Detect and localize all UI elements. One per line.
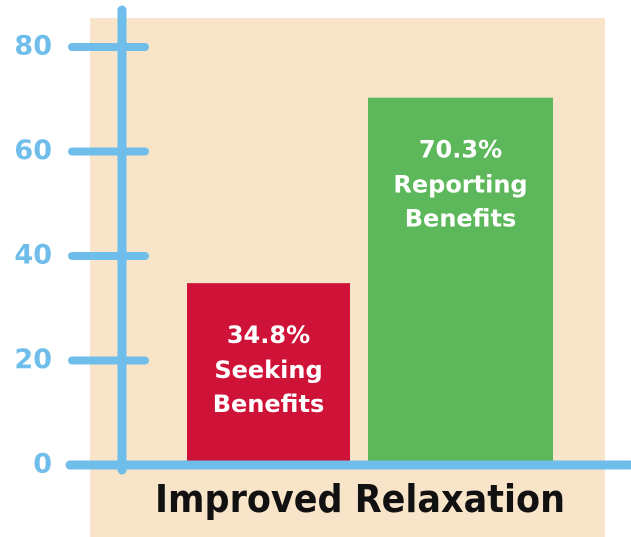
y-tick-label: 40 [14,240,52,271]
y-tick-label: 80 [14,31,52,62]
bar-category-label: Reporting Benefits [393,171,527,233]
bar [368,97,553,466]
y-tick-label: 20 [14,344,52,375]
y-tick-label: 60 [14,135,52,166]
value-label: 34.8% [227,321,310,349]
x-axis-label: Improved Relaxation [155,477,565,521]
bar [187,283,350,465]
value-label: 70.3% [419,136,502,164]
y-tick-label: 0 [33,449,52,480]
bar-category-label: Seeking Benefits [213,356,324,418]
